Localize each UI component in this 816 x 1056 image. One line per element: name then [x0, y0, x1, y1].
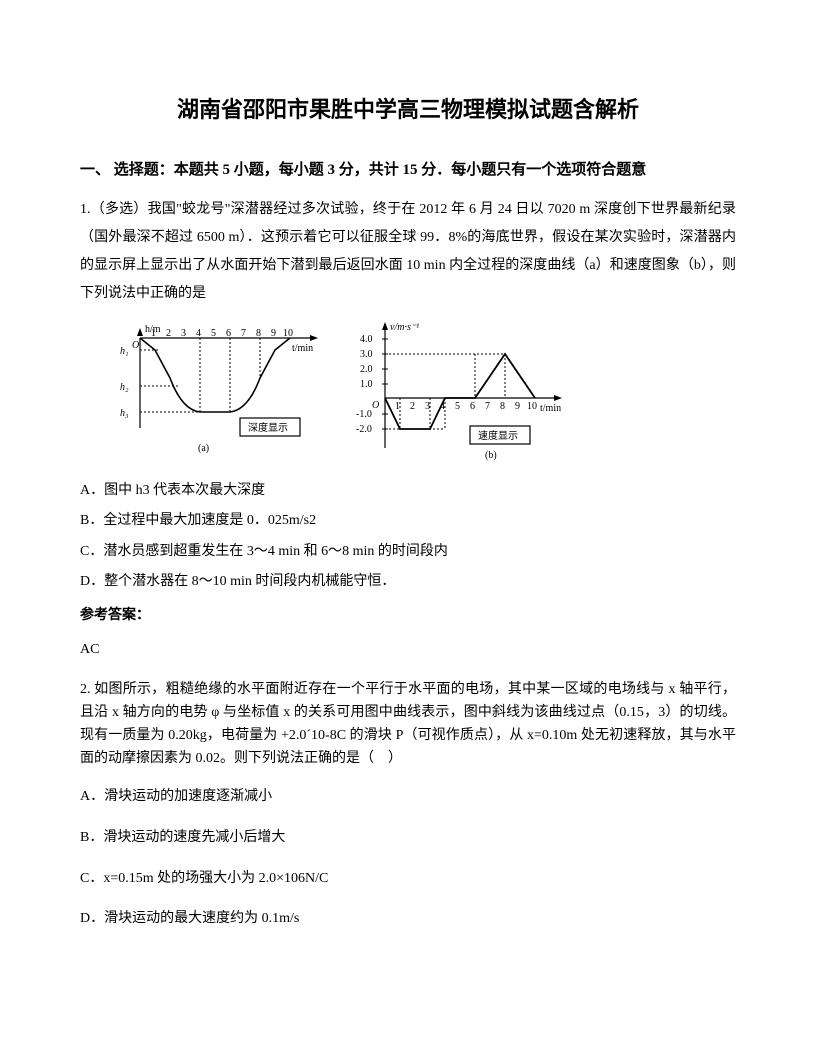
- figure-row: h/m t/min 123 456 789 10 h₁ h₂ h₃ 深度显示 (…: [110, 318, 736, 468]
- q1-choice-d: D．整个潜水器在 8～10 min 时间段内机械能守恒．: [80, 569, 736, 596]
- q1-choice-a: A．图中 h3 代表本次最大深度: [80, 478, 736, 505]
- fig-a-caption: (a): [198, 443, 209, 454]
- fig-b-box-label: 速度显示: [478, 429, 518, 442]
- svg-text:5: 5: [455, 401, 460, 412]
- q1-choice-b: B．全过程中最大加速度是 0．025m/s2: [80, 508, 736, 535]
- q2-text: 2. 如图所示，粗糙绝缘的水平面附近存在一个平行于水平面的电场，其中某一区域的电…: [80, 678, 736, 770]
- svg-text:9: 9: [271, 328, 276, 339]
- fig-a-xlabel: t/min: [292, 343, 313, 354]
- svg-text:9: 9: [515, 401, 520, 412]
- svg-text:O: O: [132, 340, 139, 351]
- svg-text:7: 7: [241, 328, 246, 339]
- fig-b-xlabel: t/min: [540, 403, 561, 414]
- svg-text:8: 8: [500, 401, 505, 412]
- q1-choice-c: C．潜水员感到超重发生在 3～4 min 和 6～8 min 的时间段内: [80, 539, 736, 566]
- q1-text: 1.（多选）我国"蛟龙号"深潜器经过多次试验，终于在 2012 年 6 月 24…: [80, 196, 736, 308]
- q2-choice-d: D．滑块运动的最大速度约为 0.1m/s: [80, 906, 736, 933]
- svg-text:4: 4: [196, 328, 201, 339]
- svg-text:h₃: h₃: [120, 408, 129, 419]
- q2-choice-c: C．x=0.15m 处的场强大小为 2.0×106N/C: [80, 866, 736, 893]
- svg-text:10: 10: [527, 401, 537, 412]
- svg-text:O: O: [372, 400, 379, 411]
- svg-text:3.0: 3.0: [360, 349, 373, 360]
- svg-text:3: 3: [425, 401, 430, 412]
- svg-text:4.0: 4.0: [360, 334, 373, 345]
- svg-text:6: 6: [470, 401, 475, 412]
- page-title: 湖南省邵阳市果胜中学高三物理模拟试题含解析: [80, 90, 736, 130]
- svg-text:h₂: h₂: [120, 382, 129, 393]
- svg-text:2: 2: [410, 401, 415, 412]
- fig-b-ylabel: v/m·s⁻¹: [390, 322, 419, 333]
- svg-text:2: 2: [166, 328, 171, 339]
- svg-text:-1.0: -1.0: [356, 409, 372, 420]
- svg-text:6: 6: [226, 328, 231, 339]
- svg-text:2.0: 2.0: [360, 364, 373, 375]
- question-1: 1.（多选）我国"蛟龙号"深潜器经过多次试验，终于在 2012 年 6 月 24…: [80, 196, 736, 664]
- svg-text:8: 8: [256, 328, 261, 339]
- figure-a-depth-chart: h/m t/min 123 456 789 10 h₁ h₂ h₃ 深度显示 (…: [110, 318, 320, 458]
- svg-text:1: 1: [151, 328, 156, 339]
- svg-text:7: 7: [485, 401, 490, 412]
- section-header: 一、 选择题：本题共 5 小题，每小题 3 分，共计 15 分．每小题只有一个选…: [80, 158, 736, 182]
- figure-b-velocity-chart: v/m·s⁻¹ t/min 4.0 3.0 2.0 1.0 O -1.0 -2.…: [340, 318, 570, 468]
- fig-b-caption: (b): [485, 450, 497, 461]
- question-2: 2. 如图所示，粗糙绝缘的水平面附近存在一个平行于水平面的电场，其中某一区域的电…: [80, 678, 736, 933]
- q1-answer-label: 参考答案：: [80, 602, 736, 630]
- svg-text:1.0: 1.0: [360, 379, 373, 390]
- q2-choice-b: B．滑块运动的速度先减小后增大: [80, 825, 736, 852]
- svg-text:5: 5: [211, 328, 216, 339]
- svg-text:-2.0: -2.0: [356, 424, 372, 435]
- q1-answer: AC: [80, 636, 736, 664]
- fig-a-box-label: 深度显示: [248, 421, 288, 434]
- svg-text:h₁: h₁: [120, 346, 128, 357]
- svg-text:3: 3: [181, 328, 186, 339]
- q2-choice-a: A．滑块运动的加速度逐渐减小: [80, 784, 736, 811]
- svg-text:10: 10: [283, 328, 293, 339]
- svg-text:1: 1: [395, 401, 400, 412]
